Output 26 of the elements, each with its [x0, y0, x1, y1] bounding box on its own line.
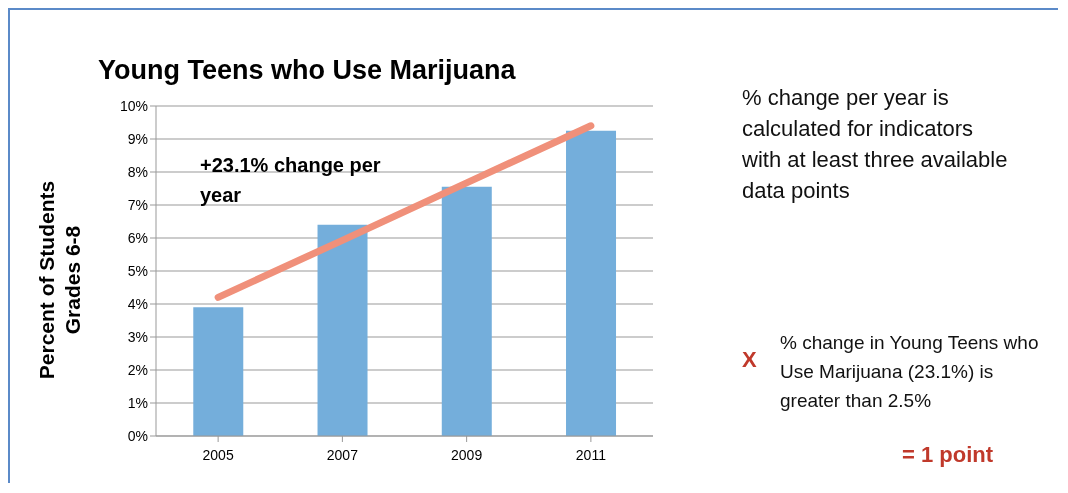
y-tick-label: 7%: [127, 196, 148, 213]
y-tick-label: 6%: [127, 229, 148, 246]
y-tick-label: 4%: [127, 295, 148, 312]
bar: [317, 224, 368, 436]
bar: [441, 186, 492, 436]
y-tick-label: 5%: [127, 262, 148, 279]
y-tick-label: 2%: [127, 361, 148, 378]
text: % change in Young Teens who Use Marijuana (23.1%) is greater than 2.5%: [780, 331, 1040, 413]
x-tick-label: 2011: [575, 446, 607, 463]
y-tick-label: 1%: [127, 394, 148, 411]
annotation: +23.1% change per year: [200, 153, 382, 208]
x-tick-label: 2005: [202, 446, 234, 463]
x-tick-label: 2009: [451, 446, 483, 463]
y-tick-label: 0%: [127, 427, 148, 444]
text: = 1 point: [902, 442, 994, 468]
bar: [193, 307, 244, 436]
bar: [566, 130, 617, 436]
chart-title: Young Teens who Use Marijuana: [98, 55, 516, 86]
x-tick-label: 2007: [326, 446, 359, 463]
y-tick-label: 3%: [127, 328, 148, 345]
y-tick-label: 9%: [127, 130, 148, 147]
y-tick-label: 10%: [119, 97, 148, 114]
text: % change per year is calculated for indicators with at least three available data points: [742, 84, 1009, 205]
y-axis-title: Percent of Students Grades 6-8: [34, 179, 85, 382]
text: X: [742, 347, 757, 373]
y-tick-label: 8%: [127, 163, 148, 180]
